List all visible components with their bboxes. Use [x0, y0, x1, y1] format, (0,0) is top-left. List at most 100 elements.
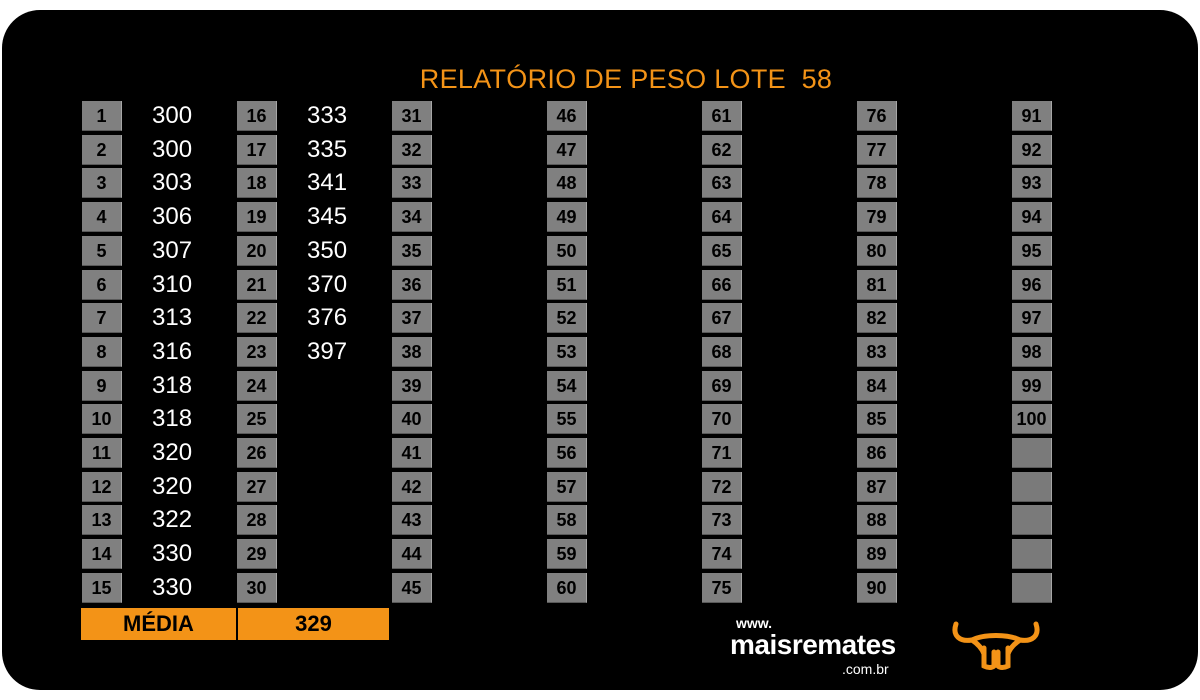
animal-number: 7 [82, 303, 122, 334]
animal-number: 56 [547, 438, 587, 468]
report-title: RELATÓRIO DE PESO LOTE 58 [419, 64, 833, 94]
animal-number: 11 [82, 438, 122, 468]
animal-number: 53 [547, 336, 587, 367]
average-row: MÉDIA 329 [81, 608, 389, 640]
animal-weight: 310 [152, 270, 193, 298]
animal-number: 79 [857, 202, 897, 233]
animal-number: 87 [857, 471, 897, 502]
animal-number: 41 [392, 438, 432, 468]
animal-number: 28 [237, 505, 277, 536]
animal-number: 43 [392, 505, 432, 536]
animal-number: 57 [547, 471, 587, 502]
animal-number: 51 [547, 269, 587, 300]
animal-number: 64 [702, 202, 742, 233]
animal-number: 74 [702, 539, 742, 570]
animal-number: 54 [547, 370, 587, 401]
animal-number: 33 [392, 168, 432, 199]
animal-weight: 318 [152, 371, 193, 399]
brand-domain: .com.br [842, 661, 889, 677]
animal-number: 4 [82, 202, 122, 233]
animal-number: 85 [857, 404, 897, 435]
brand-name: maisremates [730, 629, 896, 660]
animal-number: 63 [702, 168, 742, 199]
animal-number: 50 [547, 235, 587, 266]
animal-number: 59 [547, 539, 587, 570]
animal-number: 27 [237, 471, 277, 502]
animal-number: 67 [702, 303, 742, 334]
animal-number: 8 [82, 336, 122, 367]
average-label: MÉDIA [81, 608, 236, 640]
animal-number: 26 [237, 438, 277, 468]
animal-number: 32 [392, 134, 432, 165]
animal-number [1012, 505, 1052, 536]
animal-number: 45 [392, 572, 432, 603]
animal-number: 42 [392, 471, 432, 502]
animal-number: 92 [1012, 134, 1052, 165]
animal-weight: 333 [307, 102, 348, 129]
animal-number: 1 [82, 101, 122, 131]
animal-number: 66 [702, 269, 742, 300]
animal-weight: 307 [152, 236, 193, 264]
animal-number: 9 [82, 370, 122, 401]
animal-number: 21 [237, 269, 277, 300]
animal-number: 77 [857, 134, 897, 165]
animal-number: 36 [392, 269, 432, 300]
animal-number: 47 [547, 134, 587, 165]
animal-number: 88 [857, 505, 897, 536]
animal-number: 38 [392, 336, 432, 367]
animal-weight: 318 [152, 405, 193, 433]
animal-number: 86 [857, 438, 897, 468]
animal-number: 34 [392, 202, 432, 233]
animal-weight: 316 [152, 337, 193, 365]
animal-number [1012, 572, 1052, 603]
animal-number [1012, 438, 1052, 468]
animal-number: 5 [82, 235, 122, 266]
animal-number: 40 [392, 404, 432, 435]
animal-number: 82 [857, 303, 897, 334]
animal-number: 6 [82, 269, 122, 300]
animal-number: 37 [392, 303, 432, 334]
animal-number: 58 [547, 505, 587, 536]
animal-weight: 335 [307, 135, 348, 163]
animal-number: 90 [857, 572, 897, 603]
animal-number: 75 [702, 572, 742, 603]
animal-number: 12 [82, 471, 122, 502]
animal-weight: 370 [307, 270, 348, 298]
animal-number: 93 [1012, 168, 1052, 199]
animal-number: 94 [1012, 202, 1052, 233]
animal-weight: 320 [152, 472, 193, 500]
animal-number: 16 [237, 101, 277, 131]
animal-weight: 313 [152, 304, 193, 332]
animal-weight: 350 [307, 236, 348, 264]
animal-number: 48 [547, 168, 587, 199]
brand-wordmark: www. maisremates .com.br [730, 615, 910, 677]
animal-number: 84 [857, 370, 897, 401]
animal-number: 14 [82, 539, 122, 570]
animal-number: 73 [702, 505, 742, 536]
animal-number: 19 [237, 202, 277, 233]
animal-weight: 376 [307, 304, 348, 332]
animal-number: 15 [82, 572, 122, 603]
animal-number: 18 [237, 168, 277, 199]
animal-number: 25 [237, 404, 277, 435]
animal-number: 30 [237, 572, 277, 603]
animal-number: 70 [702, 404, 742, 435]
average-value: 329 [238, 608, 389, 640]
animal-number: 60 [547, 572, 587, 603]
animal-number: 29 [237, 539, 277, 570]
bull-horns-icon [952, 621, 1040, 670]
animal-number: 68 [702, 336, 742, 367]
animal-number: 83 [857, 336, 897, 367]
animal-number: 22 [237, 303, 277, 334]
animal-number: 95 [1012, 235, 1052, 266]
animal-weight: 397 [307, 337, 348, 365]
animal-number: 13 [82, 505, 122, 536]
animal-number: 20 [237, 235, 277, 266]
animal-weight: 300 [152, 102, 193, 129]
animal-number: 46 [547, 101, 587, 131]
animal-weight: 345 [307, 203, 348, 231]
animal-number: 23 [237, 336, 277, 367]
animal-number: 91 [1012, 101, 1052, 131]
animal-number: 96 [1012, 269, 1052, 300]
animal-number: 17 [237, 134, 277, 165]
